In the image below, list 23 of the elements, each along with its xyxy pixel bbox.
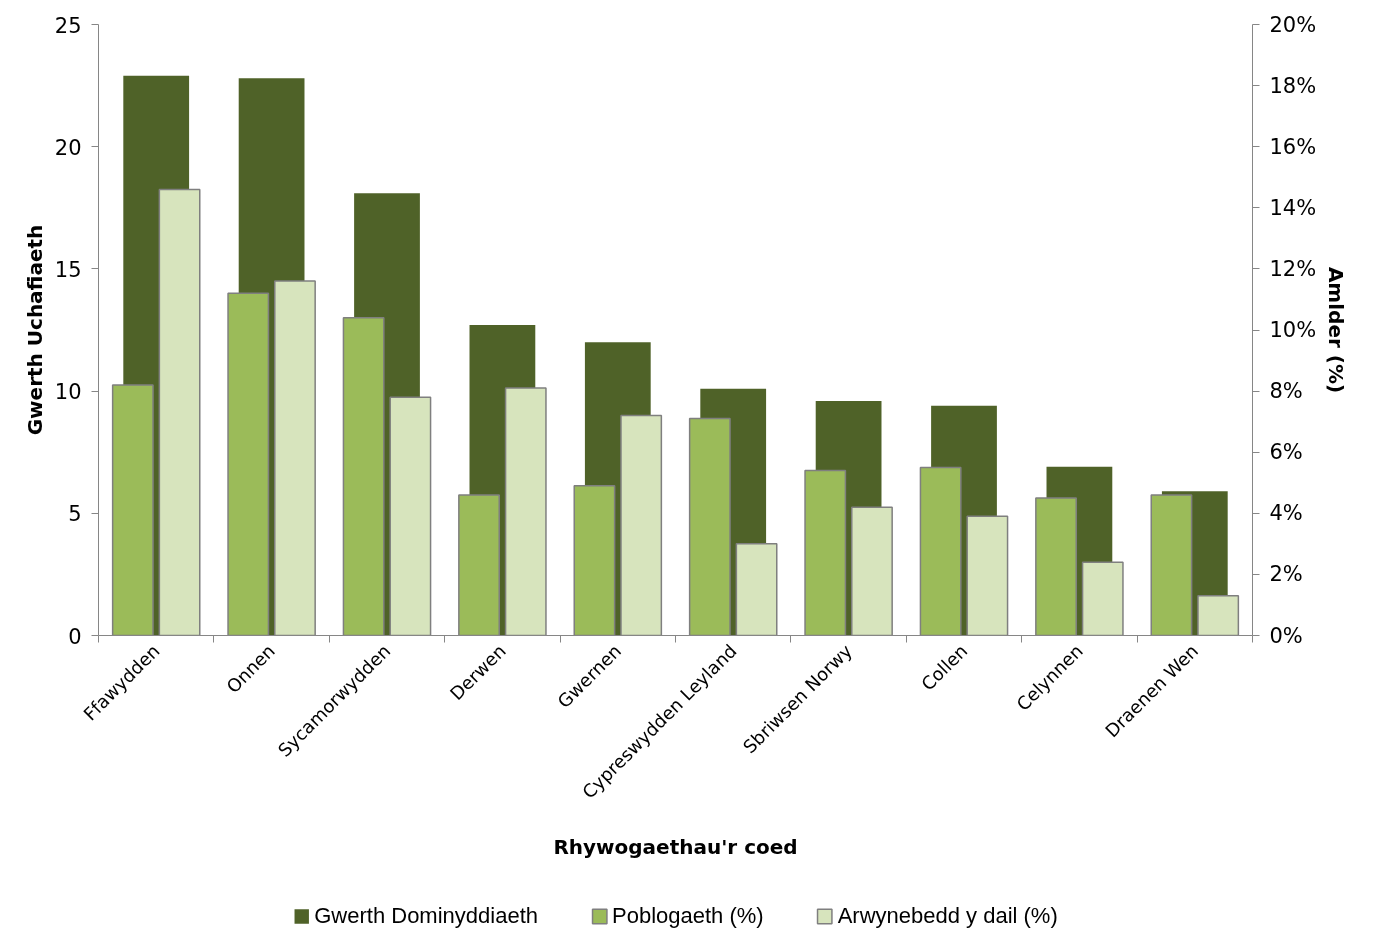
y-tick-label: 5 — [68, 502, 82, 527]
legend-label: Poblogaeth (%) — [612, 903, 764, 929]
y2-tick-label: 12% — [1269, 256, 1317, 281]
y2-tick-label: 20% — [1269, 12, 1317, 37]
y-tick-label: 25 — [54, 13, 82, 38]
y-tick-label: 10 — [54, 380, 82, 405]
legend-label: Gwerth Dominyddiaeth — [314, 903, 539, 929]
y-tick-label: 15 — [54, 257, 82, 282]
y2-tick-label: 18% — [1269, 73, 1317, 98]
y-tick-label: 20 — [54, 135, 82, 160]
y2-tick-label: 2% — [1269, 562, 1303, 587]
y2-tick-label: 14% — [1269, 195, 1317, 220]
y-axis-title: Gwerth Uchafiaeth — [22, 224, 47, 436]
y2-axis-title: Amlder (%) — [1324, 266, 1349, 394]
y2-tick-label: 4% — [1269, 501, 1303, 526]
y2-tick-label: 6% — [1269, 440, 1303, 465]
y2-tick-label: 8% — [1269, 379, 1303, 404]
y2-tick-label: 10% — [1269, 318, 1317, 342]
x-axis-title: Rhywogaethau'r coed — [553, 835, 798, 860]
y-tick-label: 0 — [68, 624, 82, 649]
y2-tick-label: 16% — [1269, 134, 1317, 159]
y2-tick-label: 0% — [1269, 623, 1303, 648]
legend-label: Arwynebedd y dail (%) — [837, 903, 1058, 929]
